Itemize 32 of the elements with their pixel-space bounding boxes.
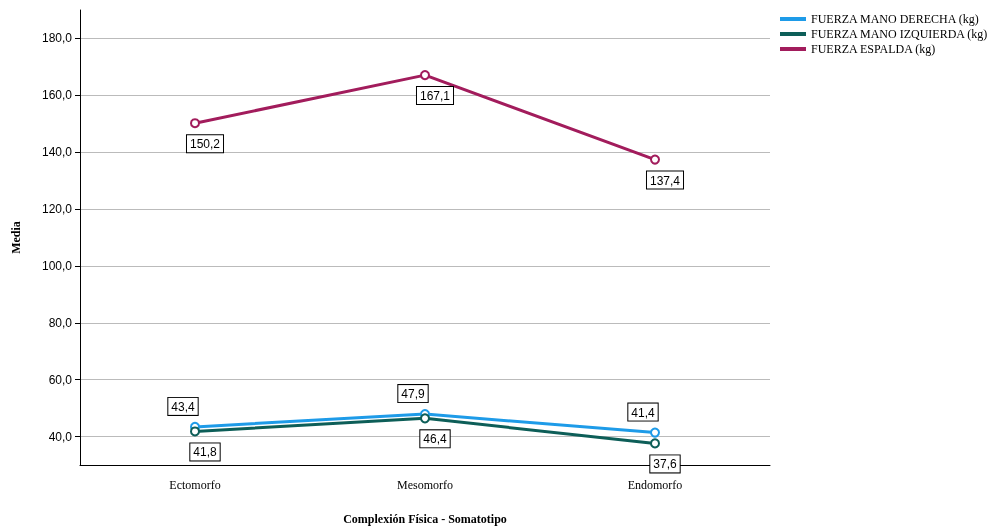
legend-label: FUERZA MANO IZQUIERDA (kg) (811, 27, 988, 41)
x-axis-title: Complexión Física - Somatotipo (343, 512, 507, 526)
data-label: 37,6 (653, 457, 677, 472)
data-label: 167,1 (419, 89, 451, 104)
data-label: 137,4 (649, 173, 681, 188)
data-label: 46,4 (423, 432, 447, 447)
point (420, 70, 430, 81)
data-label: 43,4 (171, 399, 195, 414)
point (420, 413, 430, 424)
y-tick-label: 100,0 (41, 258, 73, 273)
data-label: 41,8 (193, 445, 217, 460)
legend-label: FUERZA ESPALDA (kg) (811, 42, 936, 56)
legend-label: FUERZA MANO DERECHA (kg) (811, 12, 979, 26)
point (650, 154, 660, 165)
point (650, 438, 660, 449)
data-label: 47,9 (401, 387, 425, 402)
data-label: 41,4 (631, 405, 655, 420)
x-tick-label: Ectomorfo (169, 478, 221, 492)
data-label: 150,2 (189, 137, 221, 152)
point (650, 427, 660, 438)
y-tick-label: 160,0 (41, 88, 73, 103)
y-tick-label: 60,0 (48, 372, 73, 387)
y-tick-label: 180,0 (41, 31, 73, 46)
point (190, 118, 200, 129)
y-tick-label: 80,0 (48, 315, 73, 330)
x-tick-label: Endomorfo (627, 478, 683, 492)
x-tick-label: Mesomorfo (397, 478, 453, 492)
y-tick-label: 40,0 (48, 429, 73, 444)
point (190, 426, 200, 437)
y-axis-title: Media (9, 221, 23, 254)
y-tick-label: 120,0 (41, 202, 73, 217)
y-tick-label: 140,0 (41, 145, 73, 160)
